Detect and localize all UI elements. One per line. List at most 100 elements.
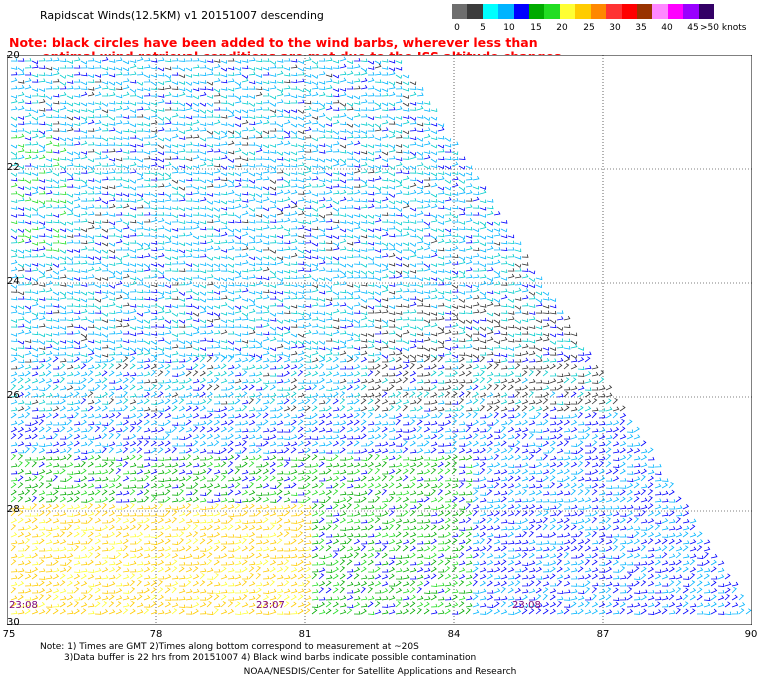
wind-barb <box>360 70 368 76</box>
wind-barb <box>101 249 109 254</box>
wind-barb <box>374 254 382 259</box>
wind-barb <box>423 190 431 195</box>
wind-barb <box>94 197 102 202</box>
wind-barb <box>318 165 326 170</box>
wind-barb <box>451 156 459 161</box>
wind-barb <box>507 240 515 245</box>
wind-barb <box>10 177 18 182</box>
wind-barb <box>206 207 214 212</box>
wind-barb <box>430 332 438 337</box>
wind-barb <box>241 331 249 336</box>
wind-barb <box>45 234 53 239</box>
wind-barb <box>73 330 81 335</box>
wind-barb <box>241 101 249 105</box>
wind-barb <box>304 304 312 308</box>
wind-barb <box>304 329 312 335</box>
wind-barb <box>87 274 95 279</box>
wind-barb <box>395 116 403 120</box>
wind-barb <box>535 302 543 307</box>
wind-barb <box>213 176 221 181</box>
wind-barb <box>325 129 333 133</box>
wind-barb <box>94 326 102 331</box>
wind-barb <box>451 192 459 196</box>
wind-barb <box>234 294 242 300</box>
wind-barb <box>115 198 123 202</box>
wind-barb <box>150 302 158 307</box>
wind-barb <box>458 238 466 244</box>
wind-barb <box>206 289 214 294</box>
wind-barb <box>213 284 221 289</box>
wind-barb <box>269 64 277 69</box>
wind-barb <box>262 144 270 149</box>
wind-barb <box>192 198 200 203</box>
wind-barb <box>10 66 18 70</box>
wind-barb <box>220 255 228 259</box>
wind-barb <box>171 319 179 324</box>
wind-barb <box>304 239 312 244</box>
wind-barb <box>290 324 298 328</box>
wind-barb <box>45 317 53 322</box>
wind-barb <box>437 144 445 149</box>
wind-barb <box>59 115 67 119</box>
wind-barb <box>73 290 81 294</box>
wind-barb <box>101 123 109 127</box>
wind-barb <box>304 255 312 260</box>
wind-barb <box>87 211 95 216</box>
wind-barb <box>381 81 389 85</box>
wind-barb <box>24 77 32 83</box>
wind-barb <box>354 177 361 181</box>
wind-barb <box>171 86 179 90</box>
wind-barb <box>451 239 459 244</box>
wind-barb <box>122 84 130 90</box>
wind-barb <box>283 179 291 184</box>
wind-barb <box>374 79 382 83</box>
wind-barb <box>157 127 165 132</box>
wind-barb <box>94 142 102 147</box>
wind-barb <box>80 228 88 233</box>
wind-barb <box>108 301 116 307</box>
wind-barb <box>290 225 298 230</box>
wind-barb <box>227 311 235 316</box>
wind-barb <box>185 57 193 62</box>
wind-barb <box>165 127 172 132</box>
wind-barb <box>346 221 354 225</box>
wind-barb <box>178 253 186 258</box>
wind-barb <box>304 100 312 105</box>
wind-barb <box>220 172 228 177</box>
wind-barb <box>241 287 249 293</box>
wind-barb <box>346 247 354 252</box>
wind-barb <box>185 206 193 211</box>
wind-barb <box>430 158 438 163</box>
wind-barb <box>129 179 137 184</box>
wind-barb <box>206 281 214 286</box>
wind-barb <box>542 297 550 301</box>
wind-barb <box>325 101 333 105</box>
wind-barb <box>66 80 74 84</box>
wind-barb <box>122 193 130 198</box>
wind-barb <box>220 79 228 84</box>
wind-barb <box>143 78 151 83</box>
wind-barb <box>339 213 347 218</box>
wind-barb <box>381 158 389 163</box>
wind-barb <box>269 302 277 307</box>
wind-barb <box>213 291 221 295</box>
wind-barb <box>325 277 333 282</box>
wind-barb <box>94 74 102 78</box>
wind-barb <box>52 172 60 177</box>
wind-barb <box>80 218 88 223</box>
wind-barb <box>360 234 368 239</box>
wind-barb <box>283 119 291 125</box>
wind-barb <box>423 303 431 308</box>
wind-barb <box>290 143 298 148</box>
wind-barb <box>185 288 193 293</box>
wind-barb <box>45 66 53 71</box>
wind-barb <box>465 245 473 251</box>
wind-barb <box>73 277 81 281</box>
wind-barb <box>374 148 382 153</box>
wind-barb <box>507 311 515 315</box>
wind-barb <box>137 114 144 118</box>
wind-barb <box>115 57 123 62</box>
wind-barb <box>325 197 333 202</box>
wind-barb <box>451 289 459 293</box>
wind-barb <box>381 297 389 302</box>
